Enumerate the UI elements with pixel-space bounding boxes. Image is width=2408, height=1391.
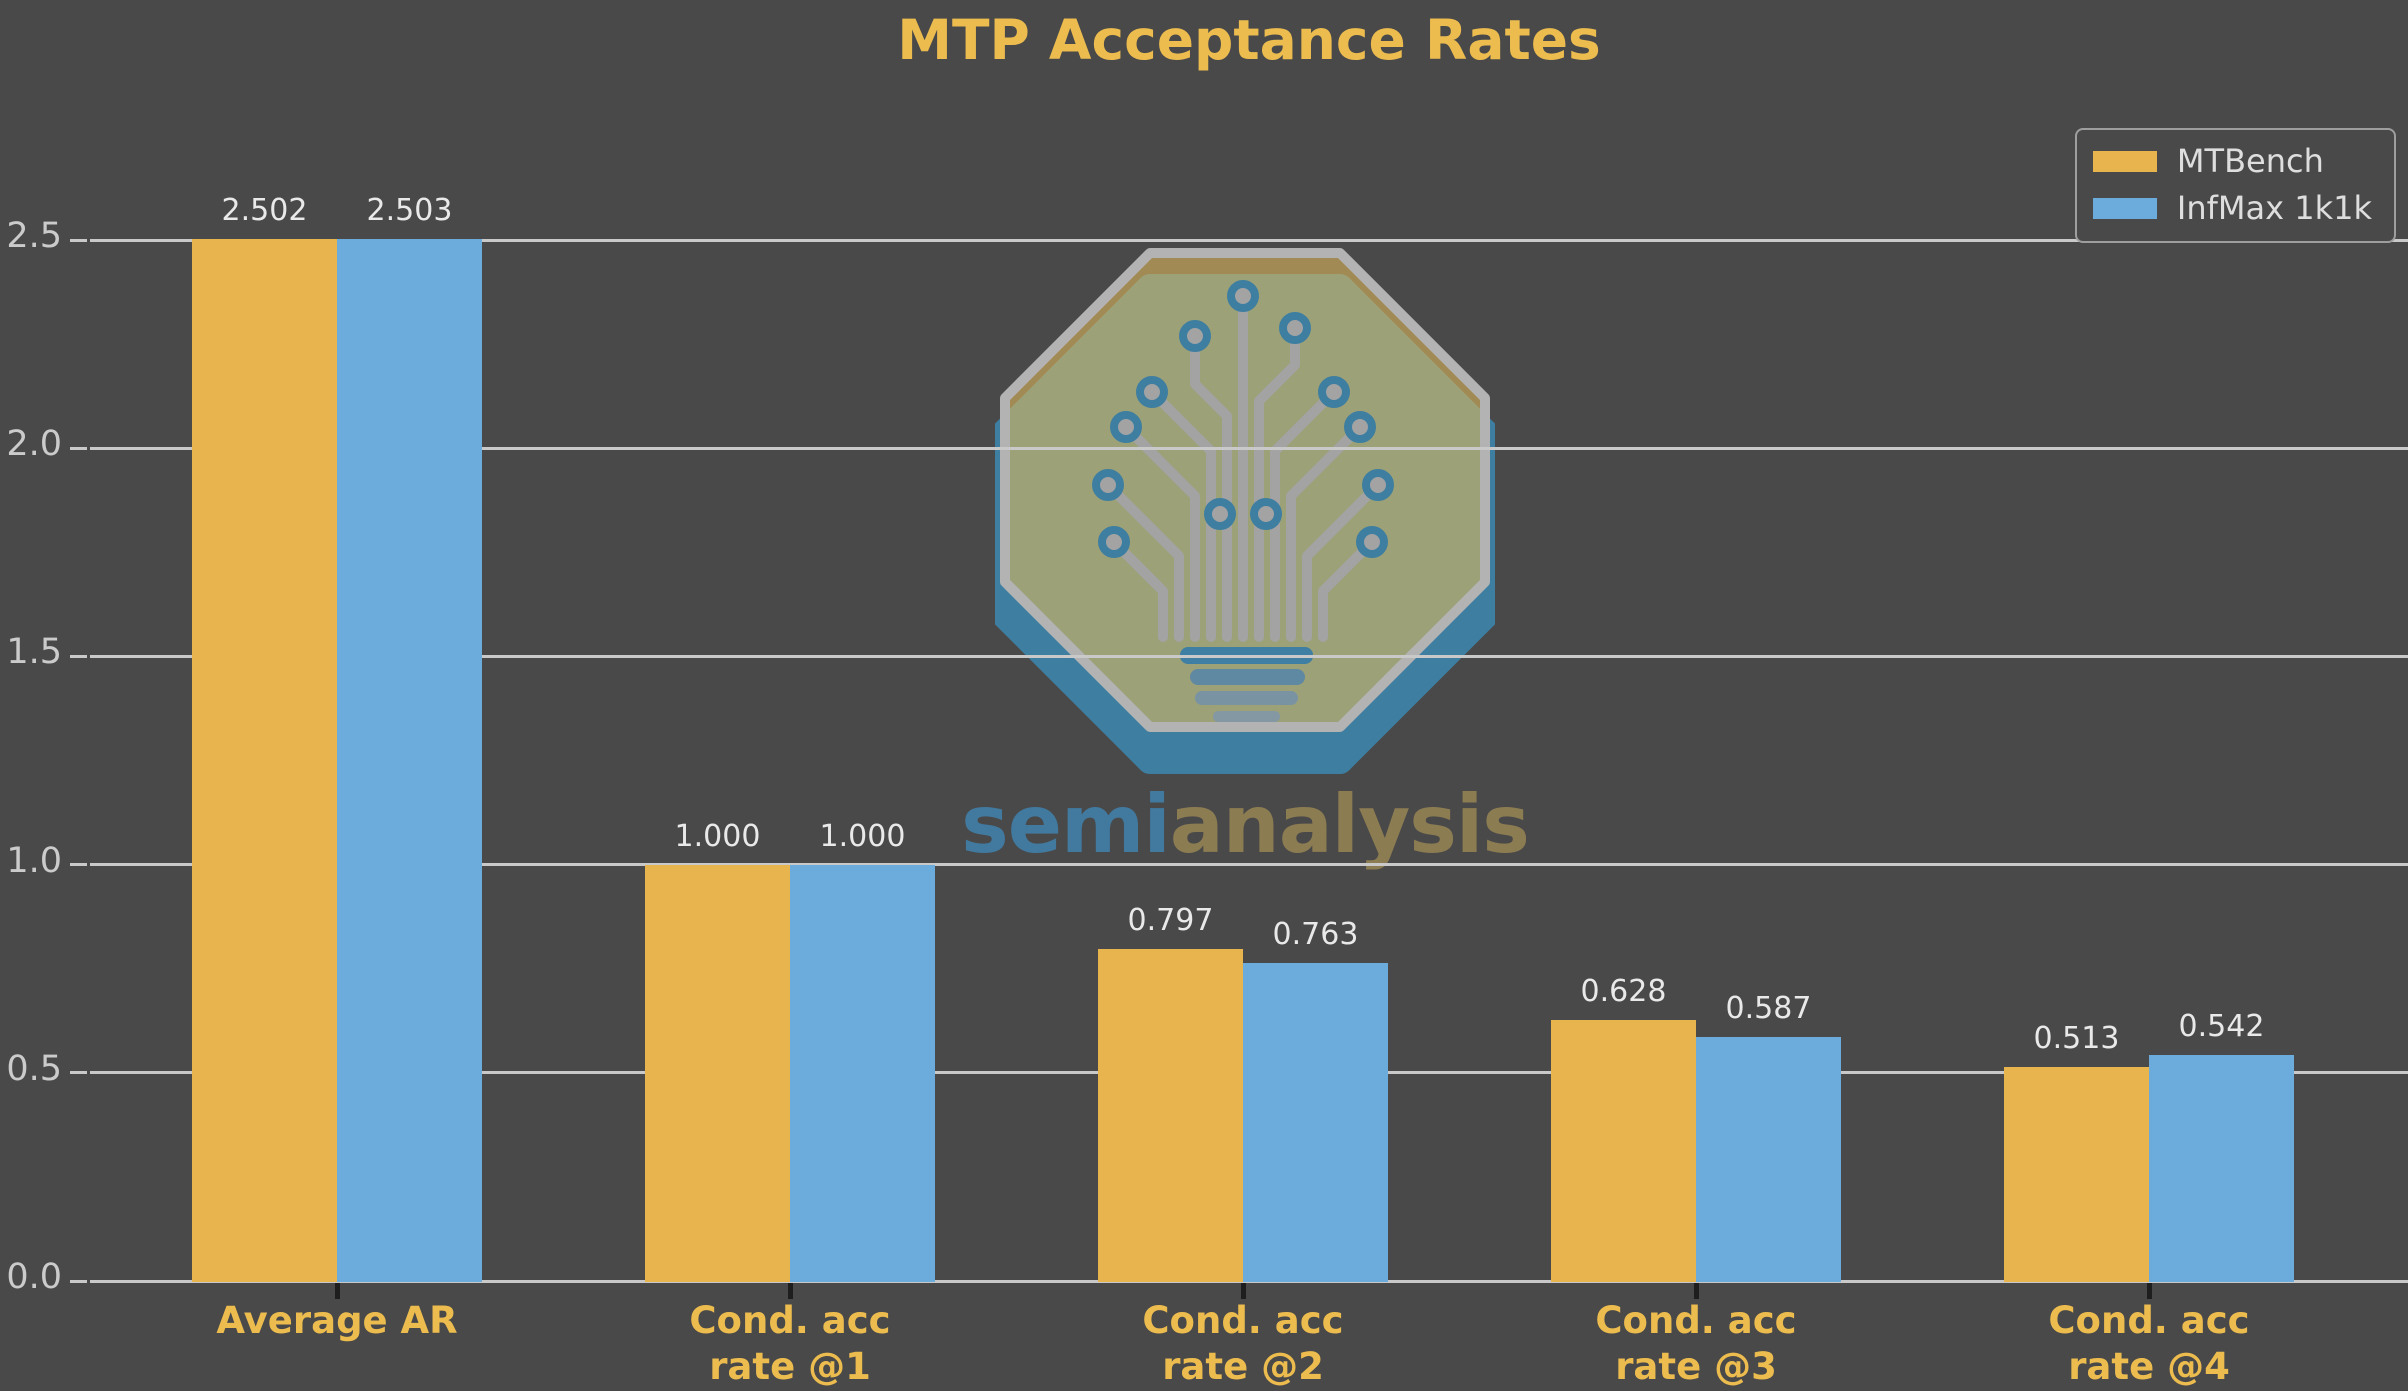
- bar-mtbench-group5: [2004, 1067, 2149, 1282]
- bar-mtbench-group4: [1551, 1019, 1696, 1282]
- x-category-label: Cond. acc rate @3: [1595, 1299, 1797, 1389]
- gridline-y-2.5: [90, 238, 2408, 242]
- bar-value-label: 0.542: [2178, 1009, 2265, 1045]
- ytick-mark-1.5: [70, 654, 87, 658]
- legend-label-mtbench: MTBench: [2176, 142, 2324, 180]
- legend: MTBench InfMax 1k1k: [2074, 128, 2396, 243]
- ytick-label: 0.0: [6, 1257, 62, 1297]
- semianalysis-wordmark: semianalysis: [945, 778, 1545, 871]
- bar-value-label: 0.587: [1725, 990, 1812, 1026]
- x-category-label: Cond. acc rate @2: [1142, 1299, 1344, 1389]
- circuit-node-pads: [1092, 280, 1394, 558]
- bar-value-label: 1.000: [674, 818, 761, 854]
- bar-mtbench-group2: [645, 864, 790, 1282]
- legend-label-infmax: InfMax 1k1k: [2176, 189, 2372, 227]
- ytick-mark-1.0: [70, 863, 87, 867]
- xtick-mark-group1: [334, 1283, 340, 1299]
- bar-infmax-1k1k-group2: [790, 864, 935, 1282]
- ytick-label: 2.5: [6, 216, 62, 256]
- legend-item-mtbench: MTBench: [2092, 142, 2372, 180]
- bar-mtbench-group3: [1098, 949, 1243, 1282]
- x-category-label: Cond. acc rate @1: [689, 1299, 891, 1389]
- bar-infmax-1k1k-group4: [1696, 1036, 1841, 1282]
- ytick-mark-2.0: [70, 446, 87, 450]
- bar-value-label: 1.000: [819, 818, 906, 854]
- xtick-mark-group4: [1693, 1283, 1699, 1299]
- bar-value-label: 0.628: [1580, 973, 1667, 1009]
- semianalysis-logo-watermark: [995, 248, 1495, 774]
- legend-swatch-mtbench: [2092, 150, 2157, 172]
- wordmark-analysis: analysis: [1169, 778, 1530, 871]
- circuit-tree-traces: [1110, 301, 1376, 642]
- bar-value-label: 2.503: [366, 192, 453, 228]
- xtick-mark-group2: [787, 1283, 793, 1299]
- bar-value-label: 0.513: [2033, 1021, 2120, 1057]
- bar-infmax-1k1k-group5: [2149, 1055, 2294, 1282]
- bar-mtbench-group1: [192, 239, 337, 1282]
- ytick-label: 1.5: [6, 632, 62, 673]
- xtick-mark-group5: [2146, 1283, 2152, 1299]
- xtick-mark-group3: [1240, 1283, 1246, 1299]
- wordmark-semi: semi: [961, 778, 1171, 871]
- ytick-mark-2.5: [70, 238, 87, 242]
- ytick-mark-0.0: [70, 1279, 87, 1283]
- ytick-label: 1.0: [6, 840, 62, 881]
- legend-item-infmax: InfMax 1k1k: [2092, 189, 2372, 227]
- bar-value-label: 2.502: [221, 193, 308, 229]
- ytick-label: 0.5: [6, 1048, 62, 1089]
- legend-swatch-infmax: [2092, 197, 2157, 219]
- gridline-y-1.0: [90, 863, 2408, 867]
- x-category-label: Cond. acc rate @4: [2048, 1299, 2250, 1389]
- bar-value-label: 0.797: [1127, 903, 1214, 939]
- gridline-y-2.0: [90, 446, 2408, 450]
- chart-title: MTP Acceptance Rates: [897, 8, 1601, 72]
- bar-infmax-1k1k-group3: [1243, 963, 1388, 1282]
- ytick-label: 2.0: [6, 424, 62, 465]
- bar-infmax-1k1k-group1: [337, 238, 482, 1282]
- gridline-y-1.5: [90, 654, 2408, 658]
- ytick-mark-0.5: [70, 1071, 87, 1075]
- bar-value-label: 0.763: [1272, 917, 1359, 953]
- x-category-label: Average AR: [216, 1299, 458, 1342]
